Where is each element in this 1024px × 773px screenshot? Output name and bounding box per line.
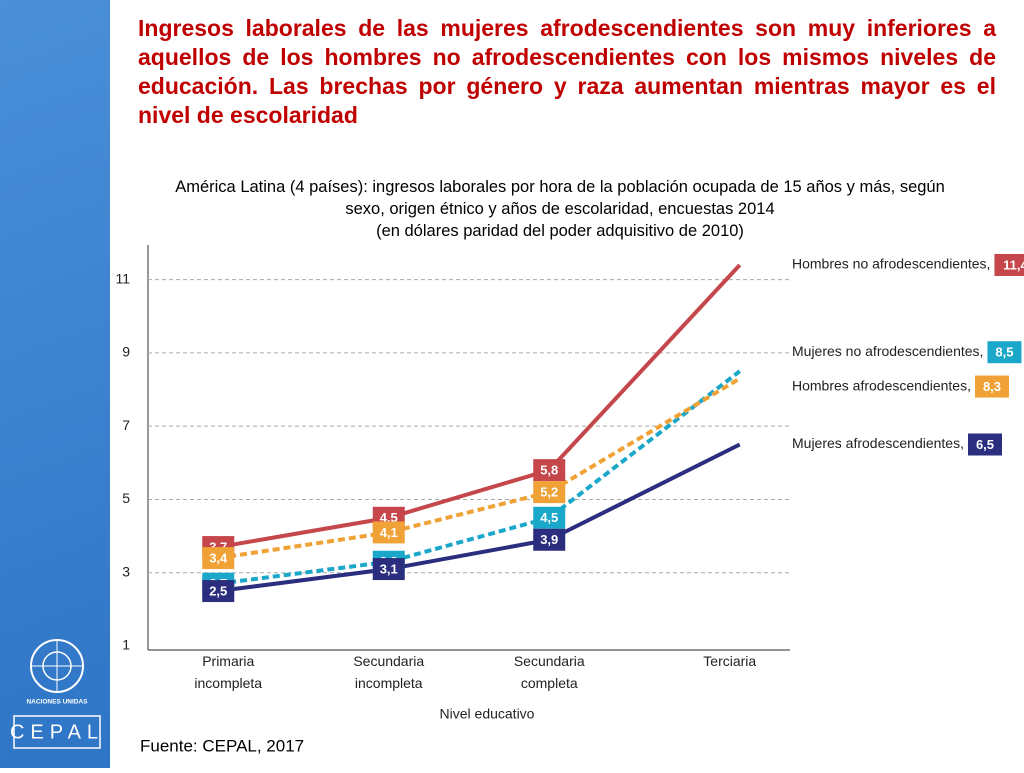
value-label-box [975,375,1009,398]
y-tick-label: 5 [122,490,130,506]
value-label: 3,4 [209,551,228,566]
value-label: 3,9 [540,532,558,547]
chart-title-wrap: América Latina (4 países): ingresos labo… [110,176,1010,242]
source: Fuente: CEPAL, 2017 [140,736,304,755]
chart-title: América Latina (4 países): ingresos labo… [175,178,945,218]
series-line [217,376,741,561]
value-label: 8,5 [995,345,1013,360]
value-label-box [533,481,566,504]
value-label-box [987,341,1022,364]
value-label: 3,1 [380,562,398,577]
legend-label: Mujeres afrodescendientes, [792,435,964,451]
x-tick-label: Secundaria completa [514,653,585,691]
value-label-box [202,572,235,595]
value-label-box [968,433,1002,456]
y-tick-label: 7 [122,417,130,433]
value-label: 4,5 [540,510,558,525]
y-tick-label: 1 [122,637,130,653]
value-label: 11,4 [1003,257,1024,272]
legend-label: Hombres afrodescendientes, [792,377,971,393]
sidebar: NACIONES UNIDAS CEPAL [0,0,110,768]
brand: CEPAL [10,721,104,743]
y-tick-label: 9 [122,344,130,360]
value-label-box [994,253,1024,276]
value-label: 5,8 [540,463,558,478]
value-label: 4,5 [380,510,398,525]
chart-subtitle: (en dólares paridad del poder adquisitiv… [376,222,744,240]
value-label: 4,1 [380,525,398,540]
x-tick-label: Terciaria [703,653,756,669]
value-label-box [372,506,405,529]
value-label: 6,5 [976,437,994,452]
chart-title-box: América Latina (4 países): ingresos labo… [110,176,1010,242]
x-tick-label: Primaria incompleta [194,653,262,691]
org-name: NACIONES UNIDAS [26,699,88,706]
value-label-box [533,459,566,482]
brand-frame [13,715,101,749]
value-label-box [372,558,405,581]
x-axis-title: Nivel educativo [440,706,535,722]
sidebar-art: NACIONES UNIDAS CEPAL [10,639,104,749]
y-tick-label: 11 [115,270,130,286]
value-label: 3,7 [209,540,227,555]
value-label: 2,7 [209,576,227,591]
x-tick-label: Secundaria incompleta [353,653,424,691]
value-label-box [533,506,566,529]
value-label-box [202,536,235,559]
value-label-box [202,547,235,570]
series-line [217,369,741,586]
value-label: 8,3 [983,379,1001,394]
y-tick-label: 3 [122,563,130,579]
headline: Ingresos laborales de las mujeres afrode… [138,15,996,128]
value-label: 5,2 [540,485,558,500]
value-label-box [372,521,405,544]
value-label-box [533,528,566,551]
series-line [217,442,741,594]
value-label: 3,3 [380,554,398,569]
legend-label: Hombres no afrodescendientes, [792,256,990,272]
value-label-box [202,580,235,603]
series-line [217,263,742,550]
value-label-box [372,550,405,573]
legend-label: Mujeres no afrodescendientes, [792,343,983,359]
value-label: 2,5 [209,583,227,598]
